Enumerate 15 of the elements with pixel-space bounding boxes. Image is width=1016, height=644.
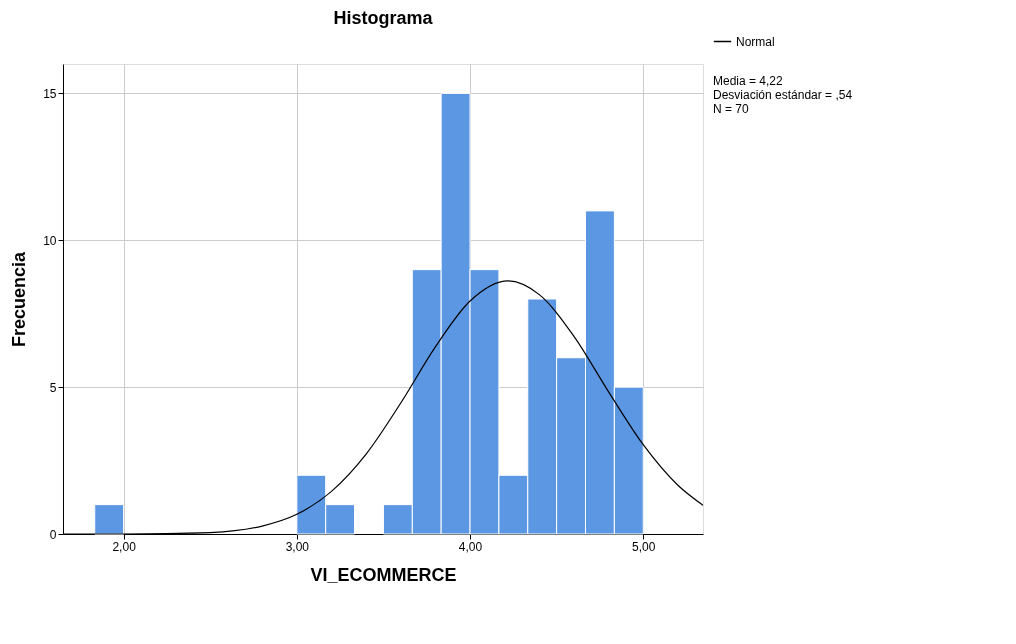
x-tick-label: 3,00 [285,539,310,554]
y-axis-title: Frecuencia [9,250,30,348]
y-tick-label: 0 [49,527,57,542]
x-tick-label: 5,00 [632,539,656,554]
text: Desviación estándar = ,54 [713,88,853,102]
text: N = 70 [713,102,750,116]
y-tick-label: 5 [49,380,57,395]
x-tick-label: 4,00 [458,539,483,554]
y-tick-label: 15 [43,86,57,101]
y-tick-label: 10 [43,233,57,248]
x-tick-label: 2,00 [112,539,137,554]
chart-title: Histograma [333,8,434,28]
text: Media = 4,22 [713,74,784,88]
x-axis-title: VI_ECOMMERCE [310,564,457,585]
legend-label: Normal [736,34,775,49]
